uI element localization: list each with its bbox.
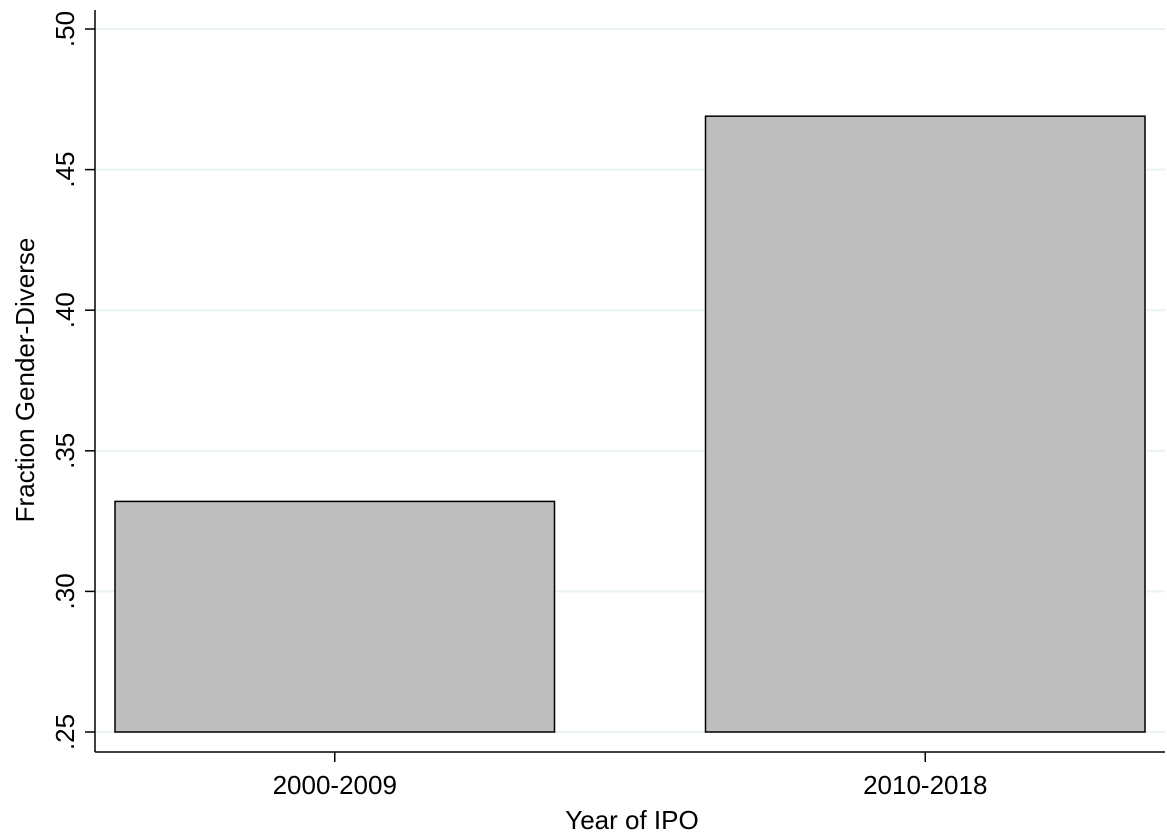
y-tick-label: .25 xyxy=(50,714,80,750)
y-tick-label: .40 xyxy=(50,292,80,328)
x-axis-title: Year of IPO xyxy=(565,805,698,835)
y-tick-label: .35 xyxy=(50,433,80,469)
y-axis-title: Fraction Gender-Diverse xyxy=(10,238,40,523)
x-tick-label: 2010-2018 xyxy=(863,770,987,800)
bar xyxy=(114,500,556,733)
bar xyxy=(704,115,1146,733)
y-tick-label: .50 xyxy=(50,11,80,47)
x-tick-label: 2000-2009 xyxy=(273,770,397,800)
y-tick-label: .45 xyxy=(50,152,80,188)
y-tick-label: .30 xyxy=(50,573,80,609)
